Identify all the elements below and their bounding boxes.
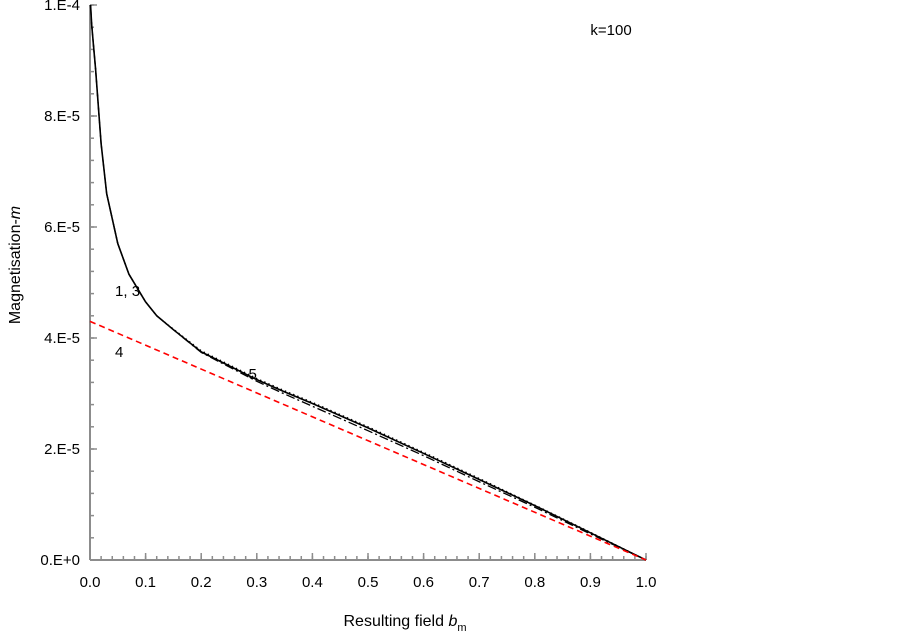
y-axis-title: Magnetisation-m: [7, 206, 24, 324]
series-line-4-dashed: [89, 320, 647, 561]
axes: [89, 5, 646, 561]
annotation-label: 4: [115, 344, 123, 361]
x-tick-label: 0.5: [358, 574, 379, 591]
y-tick-label: 0.E+0: [40, 552, 80, 569]
x-tick-label: 0.2: [191, 574, 212, 591]
x-tick-label: 0.9: [580, 574, 601, 591]
x-tick-label: 0.6: [413, 574, 434, 591]
series-line-3-dotted: [89, 4, 647, 561]
x-tick-label: 0.7: [469, 574, 490, 591]
x-tick-label: 1.0: [636, 574, 657, 591]
x-tick-label: 0.3: [246, 574, 267, 591]
y-tick-label: 8.E-5: [44, 108, 80, 125]
y-tick-label: 2.E-5: [44, 441, 80, 458]
series-line-1-solid: [89, 4, 647, 561]
series-group: [89, 4, 647, 561]
ticks: [89, 4, 647, 561]
x-tick-label: 0.4: [302, 574, 323, 591]
y-tick-label: 6.E-5: [44, 219, 80, 236]
labels: 0.0 0.1 0.2 0.3 0.4 0.5 0.6 0.7 0.8 0.9 1.0 0.E+0 2.…: [40, 0, 656, 591]
x-tick-label: 0.0: [80, 574, 101, 591]
annotation-label: 1, 3: [115, 283, 140, 300]
y-tick-label: 4.E-5: [44, 330, 80, 347]
annotation-label: k=100: [590, 22, 631, 39]
x-tick-label: 0.8: [524, 574, 545, 591]
y-tick-label: 1.E-4: [44, 0, 80, 14]
x-axis-title: Resulting field bm: [343, 613, 466, 634]
series-line-2-dashdot: [89, 4, 647, 561]
annotation-label: 5: [248, 366, 256, 383]
x-tick-label: 0.1: [135, 574, 156, 591]
